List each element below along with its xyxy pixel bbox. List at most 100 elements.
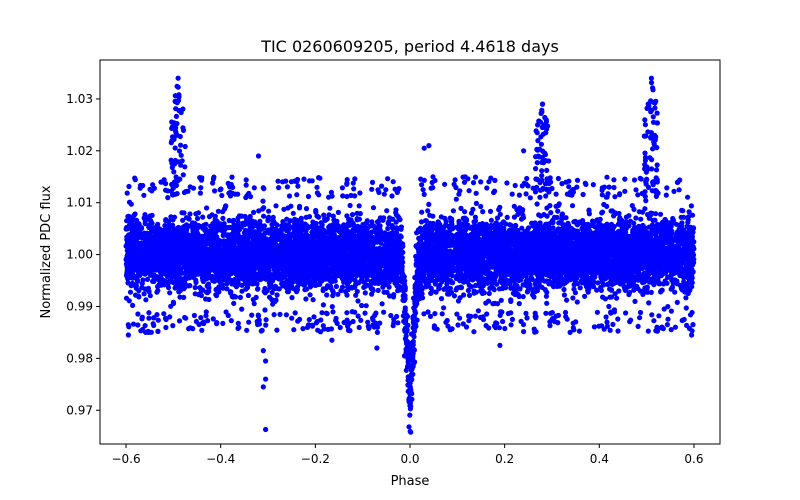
data-point xyxy=(594,287,600,293)
data-point xyxy=(181,294,187,300)
data-point xyxy=(177,294,183,300)
data-point xyxy=(648,289,654,295)
data-point xyxy=(582,293,588,299)
data-point xyxy=(237,294,243,300)
data-point xyxy=(674,299,680,305)
data-point xyxy=(563,215,569,221)
data-point xyxy=(465,287,471,294)
data-point xyxy=(355,298,361,304)
data-point xyxy=(455,264,461,270)
data-point xyxy=(167,290,173,296)
data-point xyxy=(288,203,294,209)
data-point xyxy=(204,205,210,211)
data-point xyxy=(586,207,592,213)
data-point xyxy=(438,214,444,220)
data-point xyxy=(451,293,457,299)
data-point xyxy=(494,215,501,221)
chart-title: TIC 0260609205, period 4.4618 days xyxy=(260,37,559,56)
data-point xyxy=(616,288,622,294)
data-point xyxy=(470,206,476,212)
data-point xyxy=(261,213,267,219)
data-point xyxy=(379,301,385,307)
data-point xyxy=(187,211,193,217)
data-point xyxy=(477,283,483,289)
data-point xyxy=(273,203,279,209)
data-point xyxy=(125,276,131,282)
data-point xyxy=(260,198,266,204)
data-point xyxy=(534,201,540,207)
data-point xyxy=(494,281,500,287)
data-point xyxy=(520,294,526,300)
data-point xyxy=(599,210,605,216)
data-point xyxy=(349,212,356,218)
data-point xyxy=(274,292,280,298)
data-point xyxy=(642,285,649,291)
data-point xyxy=(480,209,486,215)
data-point xyxy=(354,216,360,222)
data-point xyxy=(306,214,313,220)
data-point xyxy=(544,300,550,306)
data-point xyxy=(555,208,561,214)
data-point xyxy=(571,219,577,225)
data-point xyxy=(606,303,612,310)
data-point xyxy=(425,208,431,214)
data-point xyxy=(614,295,620,301)
data-point xyxy=(627,218,634,224)
data-point xyxy=(330,293,336,299)
data-point xyxy=(487,208,494,214)
data-point xyxy=(332,278,338,284)
data-point xyxy=(220,232,226,238)
data-point xyxy=(450,208,456,214)
data-point xyxy=(327,205,333,211)
data-point xyxy=(478,203,484,210)
data-point xyxy=(519,225,525,231)
data-point xyxy=(608,287,615,293)
data-point xyxy=(287,218,293,224)
data-point xyxy=(498,297,504,303)
data-point xyxy=(577,285,583,291)
data-point xyxy=(466,292,473,298)
data-point xyxy=(669,230,675,236)
data-point xyxy=(262,307,268,313)
data-point xyxy=(320,302,326,308)
scatter-points xyxy=(123,75,697,435)
data-point xyxy=(251,301,257,307)
data-point xyxy=(382,230,388,236)
data-point xyxy=(508,298,514,304)
data-point xyxy=(472,218,479,224)
data-point xyxy=(289,295,295,301)
data-point xyxy=(181,286,187,292)
data-point xyxy=(369,234,375,240)
data-point xyxy=(485,298,492,304)
data-point xyxy=(458,205,464,211)
data-point xyxy=(354,288,360,295)
data-point xyxy=(326,212,332,218)
data-point xyxy=(456,218,462,224)
data-point xyxy=(134,217,140,223)
data-point xyxy=(265,218,271,224)
data-point xyxy=(659,287,665,293)
data-point xyxy=(231,222,237,228)
data-point xyxy=(339,284,346,290)
data-point xyxy=(569,203,576,209)
data-point xyxy=(646,215,652,221)
data-point xyxy=(473,200,479,206)
data-point xyxy=(497,211,503,217)
data-point xyxy=(143,297,149,303)
data-point xyxy=(179,210,185,216)
data-point xyxy=(668,308,675,314)
data-point xyxy=(147,293,153,299)
data-point xyxy=(356,203,362,209)
data-point xyxy=(272,298,278,304)
data-point xyxy=(255,286,261,292)
data-point xyxy=(398,224,404,230)
data-point xyxy=(170,299,176,305)
data-point xyxy=(385,225,391,232)
data-point xyxy=(559,212,565,218)
data-point xyxy=(303,296,309,302)
data-point xyxy=(574,299,580,305)
data-point xyxy=(195,210,202,216)
data-point xyxy=(461,292,467,298)
data-point xyxy=(402,309,408,315)
